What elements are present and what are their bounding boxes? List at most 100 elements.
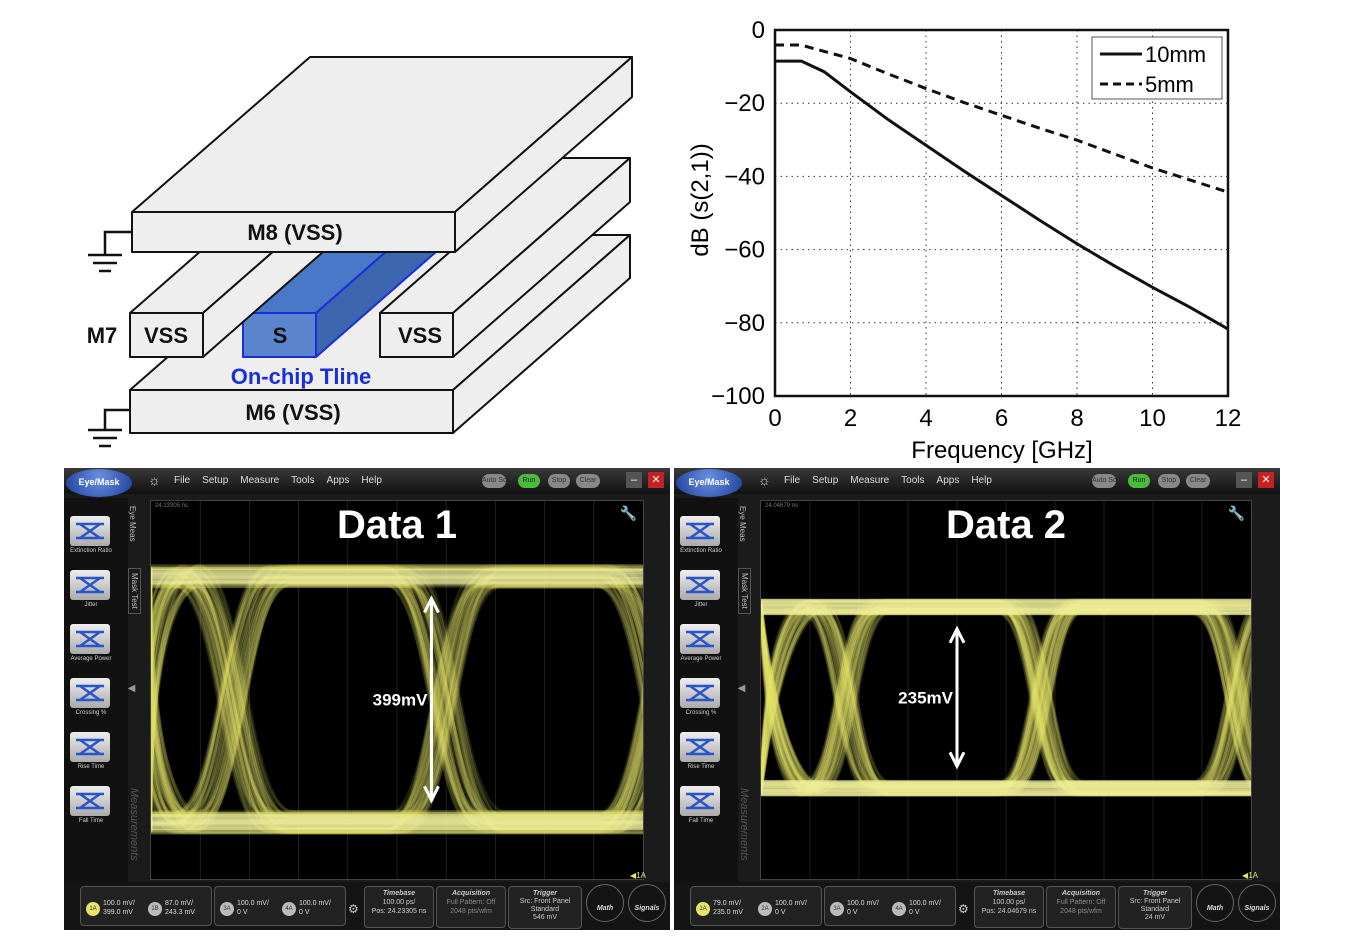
tab-eye-meas[interactable]: Eye Meas: [738, 506, 747, 542]
close-button[interactable]: ✕: [1258, 472, 1274, 488]
measurement-sidebar: Extinction Ratio Jitter Average Power Cr…: [64, 498, 128, 906]
tool-button[interactable]: [680, 678, 720, 708]
math-button[interactable]: Math: [586, 884, 624, 922]
tool-label: Crossing %: [685, 710, 717, 716]
trigger-box[interactable]: Trigger Src: Front Panel Standard 24 mV: [1118, 886, 1192, 929]
settings-gear-icon[interactable]: ⚙: [958, 902, 969, 916]
tool-button[interactable]: [70, 786, 110, 816]
timebase-box[interactable]: Timebase 100.00 ps/Pos: 24.04679 ns: [974, 886, 1044, 928]
tool-button[interactable]: [680, 516, 720, 546]
tool-button[interactable]: [70, 624, 110, 654]
acquisition-box[interactable]: Acquisition Full Pattern: Off 2048 pts/wfm: [436, 886, 506, 928]
tab-measurements[interactable]: Measurements: [738, 788, 750, 861]
menu-item[interactable]: Apps: [326, 475, 350, 486]
menu-item[interactable]: Measure: [850, 475, 890, 486]
tool-button[interactable]: [70, 732, 110, 762]
settings-gear-icon[interactable]: ⚙: [348, 902, 359, 916]
brightness-icon[interactable]: ☼: [758, 472, 771, 488]
m8-label: M8 (VSS): [247, 220, 342, 245]
channel-chip[interactable]: 4A: [892, 902, 906, 916]
tool-button[interactable]: [680, 570, 720, 600]
eye-mask-button[interactable]: Eye/Mask: [676, 469, 742, 497]
collapse-icon[interactable]: ◀: [126, 683, 137, 694]
x-tick-label: 4: [919, 405, 932, 432]
auto-scale-button[interactable]: Auto Scale: [482, 474, 506, 488]
tab-mask-test[interactable]: Mask Test: [738, 568, 751, 614]
eye-display: 399mV 24.23305 ns Data 1 🔧: [150, 500, 644, 880]
wrench-icon[interactable]: 🔧: [1227, 505, 1245, 521]
eye-measurement-icon: [686, 576, 714, 594]
menu-bar: Eye/Mask ☼ File Setup Measure Tools Apps Help…: [64, 468, 670, 497]
x-tick-label: 6: [995, 405, 1008, 432]
y-axis-label: dB (s(2,1)): [687, 143, 714, 256]
x-tick-label: 12: [1215, 405, 1242, 432]
signals-button[interactable]: Signals: [628, 884, 666, 922]
menu-item[interactable]: Help: [361, 475, 382, 486]
tab-eye-meas[interactable]: Eye Meas: [128, 506, 137, 542]
math-button[interactable]: Math: [1196, 884, 1234, 922]
menu-item[interactable]: Setup: [202, 475, 229, 486]
s21-chart: 0 2 4 6 8 10 12 0 −20 −40 −60 −80 −100 10mm 5mm Freq…: [687, 17, 1242, 464]
channel-chip[interactable]: 1B: [148, 902, 162, 916]
channel-chip[interactable]: 4A: [282, 902, 296, 916]
menu-item[interactable]: Measure: [240, 475, 280, 486]
clear-button[interactable]: Clear: [1186, 474, 1210, 488]
tline-cross-section-diagram: M8 (VSS) M7 VSS S VSS On-chip Tline M6 (…: [87, 56, 633, 448]
tool-button[interactable]: [70, 570, 110, 600]
trigger-box[interactable]: Trigger Src: Front Panel Standard 546 mV: [508, 886, 582, 929]
x-tick-label: 0: [768, 405, 781, 432]
m7-vss-left: [129, 312, 204, 358]
timebase-box[interactable]: Timebase 100.00 ps/Pos: 24.23305 ns: [364, 886, 434, 928]
minimize-button[interactable]: –: [626, 472, 642, 488]
menu-item[interactable]: File: [174, 475, 191, 486]
menu-item[interactable]: Apps: [936, 475, 960, 486]
tool-label: Crossing %: [75, 710, 107, 716]
minimize-button[interactable]: –: [1236, 472, 1252, 488]
acquisition-box[interactable]: Acquisition Full Pattern: Off 2048 pts/wfm: [1046, 886, 1116, 928]
tool-button[interactable]: [680, 624, 720, 654]
auto-scale-button[interactable]: Auto Scale: [1092, 474, 1116, 488]
brightness-icon[interactable]: ☼: [148, 472, 161, 488]
channel-marker: ◀1A: [1242, 871, 1258, 880]
tool-button[interactable]: [70, 678, 110, 708]
tab-mask-test[interactable]: Mask Test: [128, 568, 141, 614]
channel-chip[interactable]: 1A: [86, 902, 100, 916]
m7-label: M7: [87, 323, 118, 348]
channel-chip[interactable]: 3A: [830, 902, 844, 916]
vss-left-label: VSS: [144, 323, 188, 348]
status-bar: 1A 100.0 mV/399.0 mV 1B 87.0 mV/243.3 mV…: [64, 882, 670, 930]
channel-chip[interactable]: 3A: [220, 902, 234, 916]
series-line-5mm: [775, 43, 1229, 194]
tool-button[interactable]: [70, 516, 110, 546]
eye-rail: [761, 780, 1251, 797]
tool-button[interactable]: [680, 786, 720, 816]
channel-chip[interactable]: 1A: [696, 902, 710, 916]
tool-button[interactable]: [680, 732, 720, 762]
clear-button[interactable]: Clear: [576, 474, 600, 488]
eye-measurement-icon: [686, 684, 714, 702]
menu-item[interactable]: File: [784, 475, 801, 486]
channel-values: 79.0 mV/235.0 mV: [713, 900, 743, 916]
collapse-icon[interactable]: ◀: [736, 683, 747, 694]
menu-item[interactable]: Help: [971, 475, 992, 486]
close-button[interactable]: ✕: [648, 472, 664, 488]
stop-button[interactable]: Stop: [548, 474, 570, 488]
channel-chip[interactable]: 2A: [758, 902, 772, 916]
tool-label: Fall Time: [78, 818, 104, 824]
signals-button[interactable]: Signals: [1238, 884, 1276, 922]
run-button[interactable]: Run: [518, 474, 540, 488]
y-tick-label: −60: [724, 237, 765, 264]
wrench-icon[interactable]: 🔧: [619, 505, 637, 521]
menu-item[interactable]: Tools: [291, 475, 315, 486]
menu-item[interactable]: Tools: [901, 475, 925, 486]
tool-label: Rise Time: [687, 764, 715, 770]
eye-rail: [761, 598, 1251, 615]
tab-measurements[interactable]: Measurements: [128, 788, 140, 861]
run-button[interactable]: Run: [1128, 474, 1150, 488]
channel-values: 87.0 mV/243.3 mV: [165, 900, 195, 916]
menu-item[interactable]: Setup: [812, 475, 839, 486]
eye-mask-button[interactable]: Eye/Mask: [66, 469, 132, 497]
stop-button[interactable]: Stop: [1158, 474, 1180, 488]
measurement-sidebar: Extinction Ratio Jitter Average Power Cr…: [674, 498, 738, 906]
m7-signal: [242, 312, 317, 358]
